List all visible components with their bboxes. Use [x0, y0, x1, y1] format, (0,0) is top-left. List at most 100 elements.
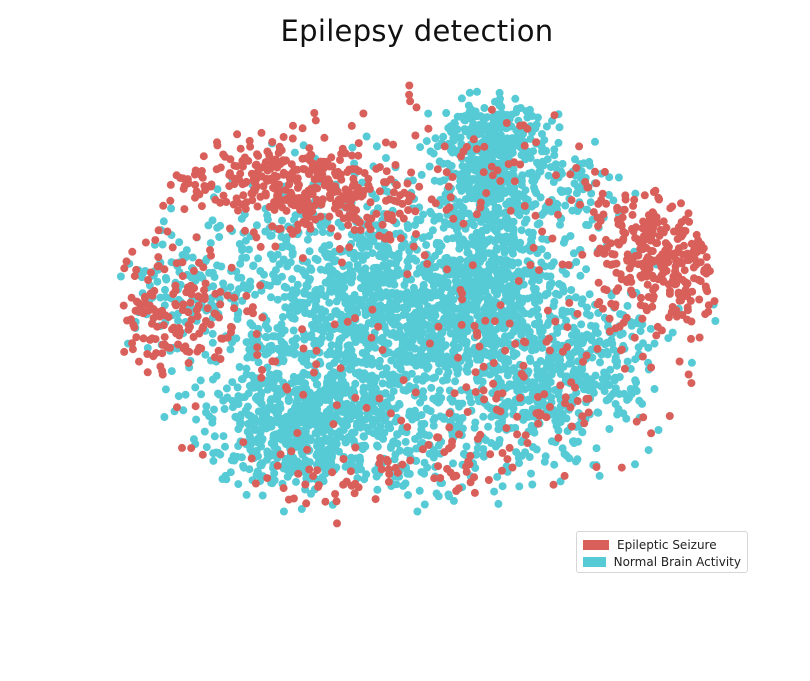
data-point	[535, 325, 544, 334]
data-point	[593, 408, 602, 417]
data-point	[652, 239, 660, 247]
data-point	[191, 180, 200, 189]
data-point	[622, 313, 631, 322]
data-point	[393, 439, 402, 448]
data-point	[551, 289, 560, 298]
data-point	[464, 101, 473, 110]
data-point	[185, 347, 194, 356]
data-point	[499, 317, 508, 325]
data-point	[541, 146, 550, 155]
data-point	[554, 210, 562, 219]
data-point	[296, 416, 305, 425]
data-point	[638, 352, 647, 361]
data-point	[508, 261, 517, 270]
data-point	[489, 179, 498, 188]
data-point	[632, 417, 641, 426]
data-point	[386, 330, 395, 339]
data-point	[450, 389, 459, 398]
data-point	[382, 167, 391, 176]
data-point	[573, 333, 582, 342]
data-point	[582, 394, 591, 403]
data-point	[162, 275, 171, 284]
data-point	[465, 88, 474, 97]
data-point	[347, 299, 356, 307]
data-point	[325, 396, 334, 405]
data-point	[409, 283, 418, 292]
data-point	[542, 337, 551, 346]
data-point	[305, 247, 314, 256]
data-point	[236, 144, 245, 153]
data-point	[364, 181, 373, 190]
data-point	[191, 402, 200, 411]
data-point	[369, 391, 378, 400]
data-point	[437, 335, 446, 344]
data-point	[229, 452, 238, 461]
data-point	[197, 202, 206, 211]
data-point	[206, 239, 215, 248]
data-point	[449, 459, 457, 468]
data-point	[411, 131, 420, 140]
data-point	[386, 409, 395, 418]
data-point	[652, 331, 661, 340]
data-point	[620, 205, 629, 214]
data-point	[243, 402, 252, 411]
data-point	[579, 357, 587, 366]
data-point	[462, 442, 471, 451]
data-point	[411, 388, 420, 397]
data-point	[406, 97, 415, 106]
data-point	[338, 144, 347, 153]
data-point	[286, 416, 295, 425]
data-point	[515, 482, 524, 491]
data-point	[446, 417, 455, 426]
data-point	[448, 431, 457, 440]
data-point	[347, 121, 356, 130]
data-point	[258, 413, 267, 422]
data-point	[375, 459, 384, 468]
data-point	[356, 226, 365, 234]
data-point	[498, 449, 507, 457]
data-point	[319, 157, 328, 166]
data-point	[254, 358, 263, 367]
data-point	[262, 281, 271, 289]
data-point	[300, 289, 309, 298]
data-point	[535, 161, 543, 170]
data-point	[466, 451, 475, 460]
data-point	[178, 258, 187, 267]
data-point	[375, 356, 384, 365]
data-point	[271, 357, 280, 366]
data-point	[473, 434, 482, 443]
data-point	[581, 178, 590, 186]
data-point	[542, 359, 551, 367]
data-point	[540, 136, 549, 145]
data-point	[323, 378, 331, 387]
data-point	[273, 394, 282, 403]
data-point	[396, 191, 405, 200]
data-point	[372, 316, 381, 325]
data-point	[423, 259, 432, 268]
data-point	[564, 187, 573, 195]
data-point	[454, 258, 463, 267]
data-point	[345, 243, 354, 252]
data-point	[505, 443, 514, 452]
data-point	[235, 363, 244, 371]
data-point	[391, 417, 400, 426]
data-point	[459, 219, 468, 228]
data-point	[381, 138, 390, 147]
data-point	[384, 245, 393, 254]
data-point	[148, 319, 156, 328]
data-point	[428, 328, 436, 337]
data-point	[556, 477, 565, 486]
data-point	[475, 247, 484, 256]
data-point	[631, 376, 640, 385]
data-point	[258, 459, 267, 468]
data-point	[626, 364, 635, 373]
data-point	[120, 264, 129, 273]
data-point	[258, 491, 267, 500]
data-point	[200, 286, 208, 295]
data-point	[413, 507, 422, 516]
data-point	[677, 199, 685, 208]
data-point	[368, 305, 377, 314]
data-point	[230, 161, 239, 170]
data-point	[439, 413, 448, 422]
data-point	[425, 339, 434, 348]
